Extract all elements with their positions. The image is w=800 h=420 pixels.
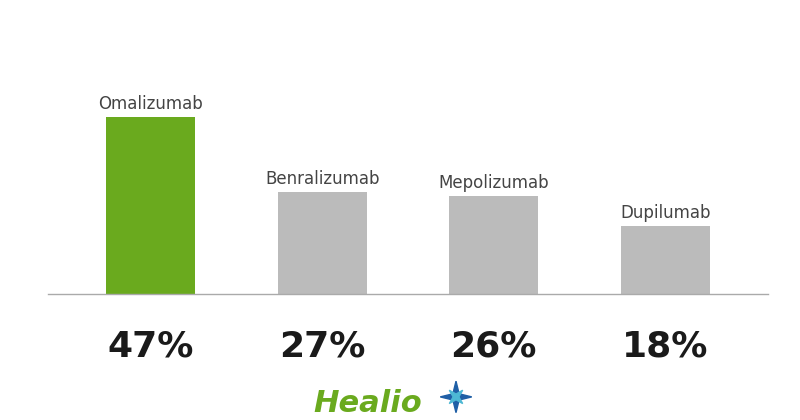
Text: Healio: Healio [314,388,422,418]
Polygon shape [440,381,472,412]
Text: Dupilumab: Dupilumab [620,204,710,222]
Text: The most commonly used biologics: The most commonly used biologics [194,21,606,40]
Bar [621,226,710,294]
Text: Omalizumab: Omalizumab [98,94,203,113]
Text: 26%: 26% [450,330,537,363]
Bar [106,117,195,294]
Text: Benralizumab: Benralizumab [265,170,379,188]
Bar [278,192,367,294]
Text: 18%: 18% [622,330,708,363]
Polygon shape [450,390,462,404]
Text: 47%: 47% [108,330,194,363]
Bar [449,196,538,294]
Text: Mepolizumab: Mepolizumab [438,173,549,192]
Text: 27%: 27% [279,330,366,363]
